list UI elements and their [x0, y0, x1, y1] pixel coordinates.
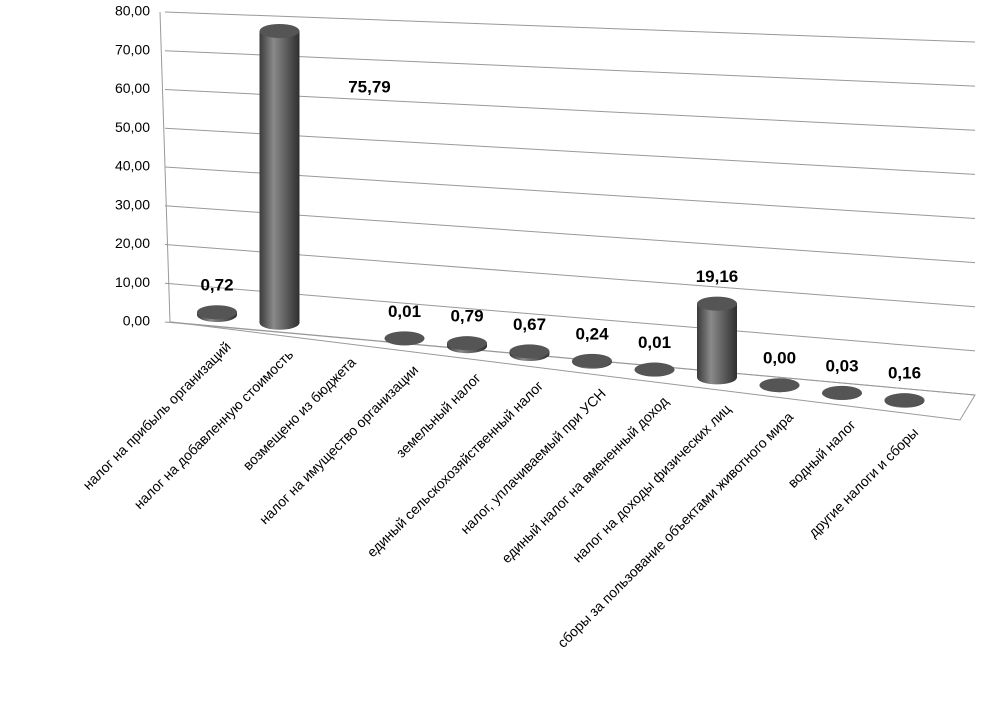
grid-line	[164, 244, 976, 308]
bar-top	[572, 353, 612, 368]
bar	[197, 305, 237, 322]
value-label: 0,79	[450, 307, 483, 326]
bar-top	[759, 378, 800, 393]
bar-top	[447, 336, 487, 351]
bar	[384, 331, 425, 346]
bar	[447, 336, 487, 354]
y-tick-label: 0,00	[123, 313, 150, 329]
bar-top	[697, 296, 737, 311]
value-label: 0,03	[825, 356, 858, 375]
y-tick-label: 80,00	[115, 3, 150, 19]
bar	[259, 24, 300, 330]
bar	[822, 385, 862, 400]
bar-top	[509, 344, 550, 359]
bar-top	[822, 385, 862, 400]
y-tick-label: 70,00	[115, 41, 150, 57]
y-tick-label: 30,00	[115, 196, 150, 212]
bar	[759, 378, 800, 393]
value-label: 0,01	[638, 333, 671, 352]
bar-top	[197, 305, 237, 320]
x-tick-label: водный налог	[784, 416, 858, 490]
grid-line	[164, 282, 976, 352]
x-tick-label: сборы за пользование объектами животного…	[554, 408, 796, 650]
value-label: 0,00	[763, 349, 796, 368]
grid-line	[164, 321, 976, 396]
y-tick-label: 10,00	[115, 274, 150, 290]
grid-line	[164, 50, 976, 87]
x-tick-label: налог, уплачиваемый при УСН	[457, 385, 609, 537]
value-label: 75,79	[348, 77, 391, 96]
grid-line	[164, 89, 976, 131]
y-tick-label: 40,00	[115, 158, 150, 174]
bar-top	[259, 24, 300, 39]
grid-line	[164, 166, 976, 219]
x-tick-label: налог на прибыль организаций	[79, 338, 233, 492]
bar	[634, 362, 675, 377]
bar	[697, 296, 737, 385]
y-tick-label: 20,00	[115, 235, 150, 251]
value-label: 0,67	[513, 315, 546, 334]
bar-body	[697, 303, 737, 385]
bar-body	[259, 31, 300, 330]
bar-top	[634, 362, 675, 377]
grid-line	[164, 11, 976, 43]
value-label: 0,24	[575, 324, 609, 343]
y-tick-label: 50,00	[115, 119, 150, 135]
y-tick-label: 60,00	[115, 80, 150, 96]
value-label: 0,72	[200, 276, 233, 295]
grid-line	[164, 127, 976, 175]
value-label: 0,01	[388, 302, 421, 321]
value-label: 19,16	[696, 267, 739, 286]
grid-line	[164, 205, 976, 264]
value-label: 0,16	[888, 364, 921, 383]
x-tick-label: возмещено из бюджета	[240, 354, 359, 473]
bar-top	[384, 331, 425, 346]
bar-top	[884, 393, 925, 408]
bar	[884, 393, 925, 408]
bar	[572, 353, 612, 369]
bar	[509, 344, 550, 361]
